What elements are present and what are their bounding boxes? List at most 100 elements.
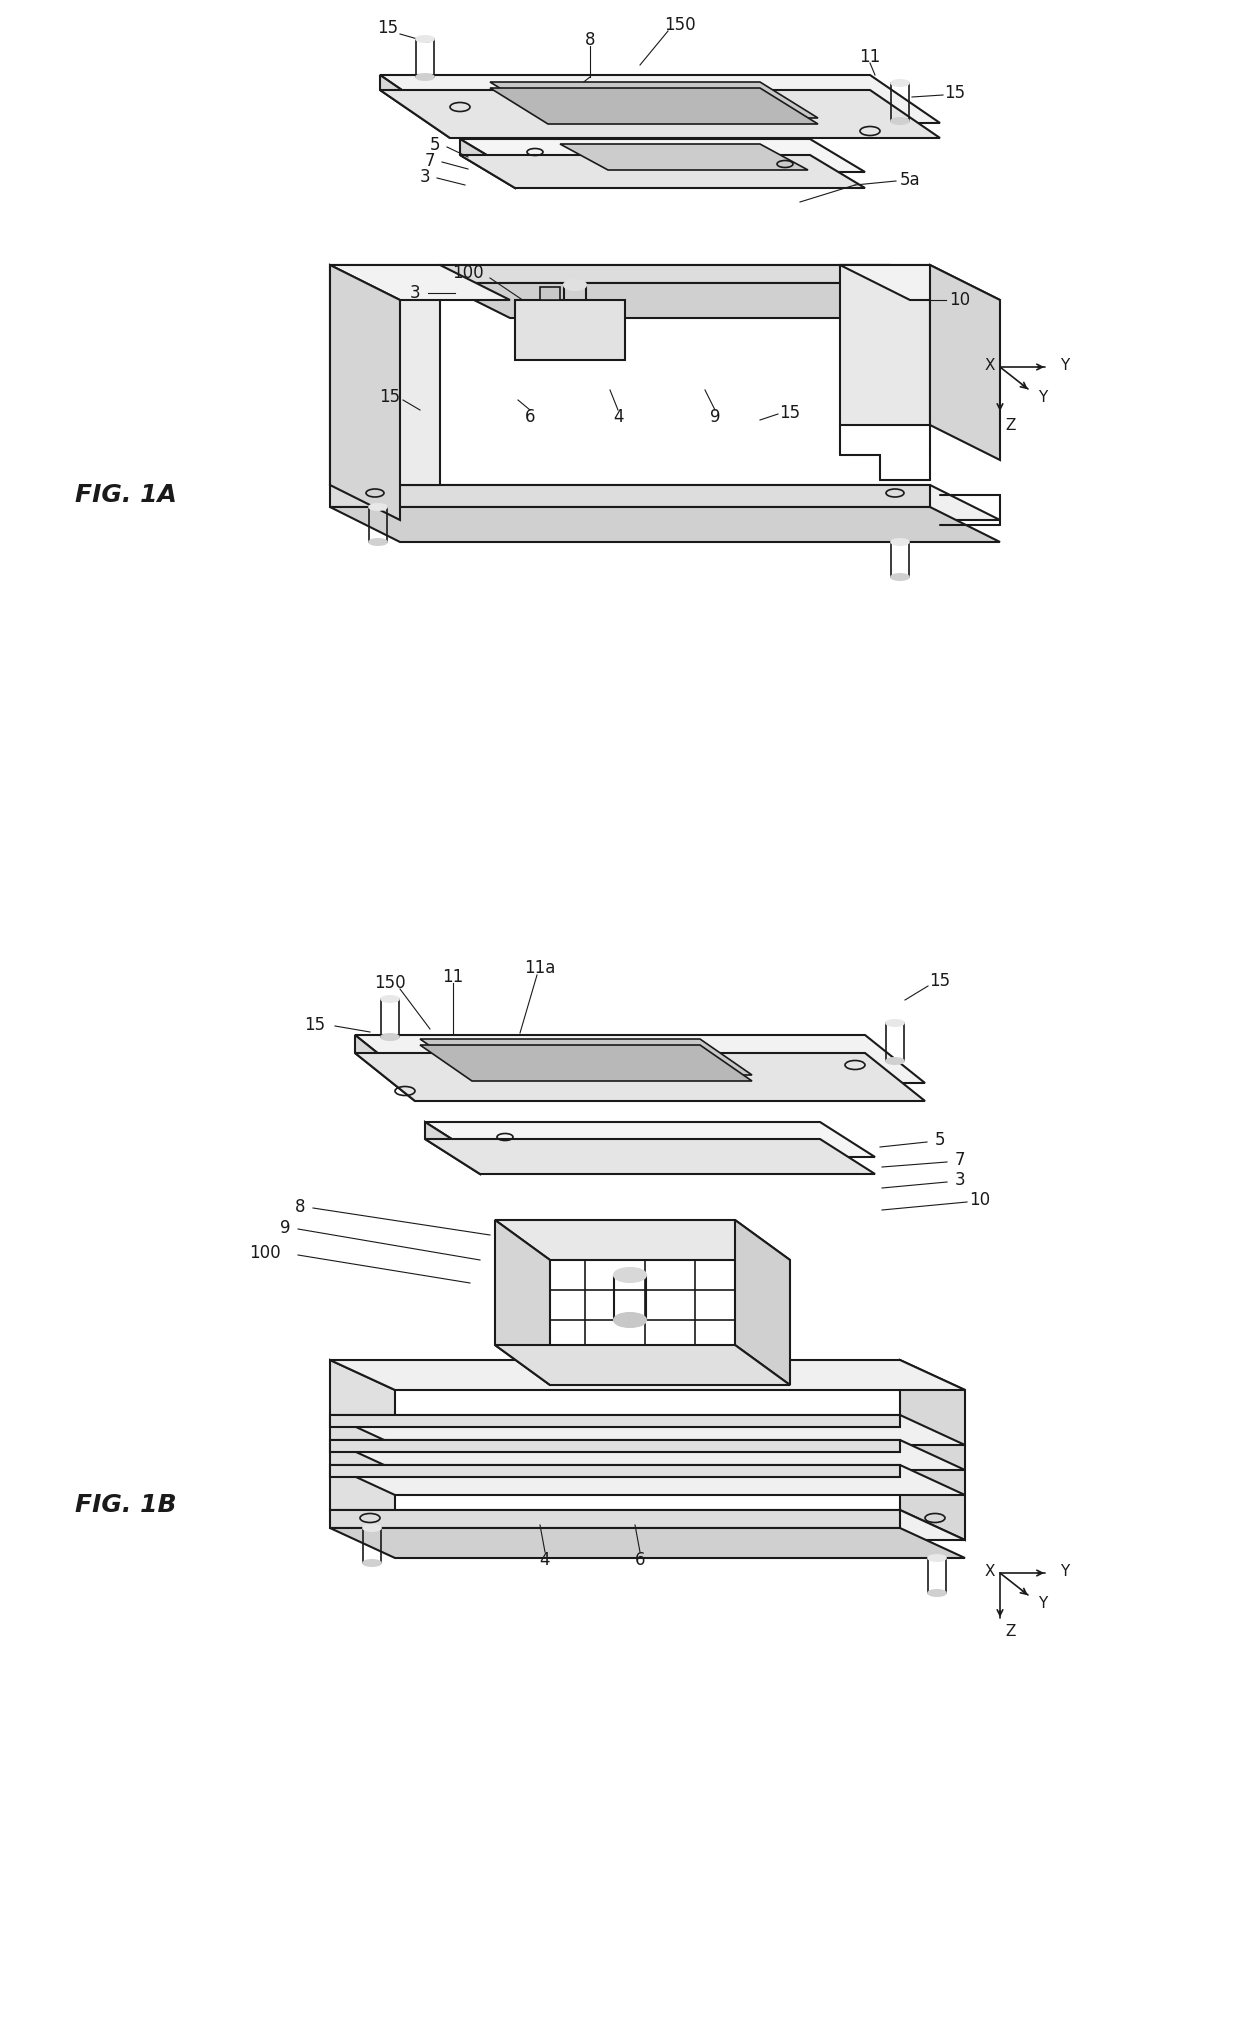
Polygon shape: [330, 265, 401, 521]
Ellipse shape: [892, 79, 909, 85]
Text: Y: Y: [1060, 358, 1069, 372]
Text: 15: 15: [930, 973, 951, 989]
Text: X: X: [985, 358, 994, 372]
Ellipse shape: [887, 1020, 904, 1026]
Text: 15: 15: [780, 405, 801, 421]
Text: Z: Z: [1004, 417, 1016, 433]
Text: 7: 7: [955, 1152, 965, 1168]
Text: 100: 100: [249, 1243, 280, 1262]
Polygon shape: [330, 1510, 965, 1540]
Polygon shape: [330, 1359, 965, 1390]
Polygon shape: [460, 155, 866, 187]
Ellipse shape: [892, 118, 909, 124]
Polygon shape: [330, 1510, 900, 1528]
Polygon shape: [330, 1465, 965, 1496]
Polygon shape: [490, 88, 818, 124]
Polygon shape: [379, 75, 940, 122]
Text: 150: 150: [665, 16, 696, 35]
Polygon shape: [490, 81, 818, 118]
Ellipse shape: [370, 505, 387, 511]
Polygon shape: [330, 1414, 900, 1427]
Ellipse shape: [363, 1561, 381, 1567]
Polygon shape: [495, 1345, 790, 1386]
Polygon shape: [330, 484, 999, 521]
Text: 11: 11: [443, 969, 464, 987]
Polygon shape: [425, 1121, 480, 1174]
Text: 15: 15: [945, 83, 966, 102]
Ellipse shape: [928, 1589, 946, 1595]
Polygon shape: [495, 1221, 790, 1260]
Text: 10: 10: [970, 1190, 991, 1209]
Ellipse shape: [892, 574, 909, 580]
Polygon shape: [515, 299, 625, 360]
Text: 3: 3: [409, 285, 420, 301]
Text: 8: 8: [585, 31, 595, 49]
Polygon shape: [440, 265, 960, 299]
Polygon shape: [330, 1441, 900, 1453]
Polygon shape: [330, 1414, 965, 1445]
Ellipse shape: [614, 1313, 646, 1327]
Text: 9: 9: [280, 1219, 290, 1237]
Polygon shape: [330, 484, 930, 507]
Text: 15: 15: [379, 389, 401, 407]
Polygon shape: [330, 507, 999, 541]
Text: 5: 5: [430, 136, 440, 155]
Ellipse shape: [415, 37, 434, 43]
Polygon shape: [420, 1040, 751, 1074]
Polygon shape: [330, 1441, 965, 1469]
Text: Z: Z: [1004, 1624, 1016, 1638]
Ellipse shape: [381, 1034, 399, 1040]
Text: 3: 3: [955, 1170, 965, 1188]
Ellipse shape: [892, 539, 909, 545]
Text: 5a: 5a: [900, 171, 920, 189]
Polygon shape: [539, 287, 560, 299]
Ellipse shape: [564, 281, 587, 291]
Text: 100: 100: [453, 265, 484, 283]
Text: 15: 15: [305, 1015, 326, 1034]
Ellipse shape: [415, 73, 434, 79]
Text: 9: 9: [709, 407, 720, 425]
Text: Y: Y: [1038, 1595, 1048, 1610]
Polygon shape: [330, 265, 440, 484]
Text: 4: 4: [539, 1551, 551, 1569]
Polygon shape: [330, 265, 510, 299]
Text: 10: 10: [950, 291, 971, 309]
Text: FIG. 1B: FIG. 1B: [74, 1494, 176, 1516]
Polygon shape: [355, 1052, 925, 1101]
Text: 11a: 11a: [525, 958, 556, 977]
Polygon shape: [425, 1140, 875, 1174]
Text: 6: 6: [635, 1551, 645, 1569]
Text: 8: 8: [295, 1199, 305, 1217]
Polygon shape: [839, 265, 999, 299]
Ellipse shape: [363, 1524, 381, 1530]
Polygon shape: [900, 1359, 965, 1540]
Polygon shape: [495, 1221, 551, 1386]
Polygon shape: [425, 1121, 875, 1158]
Polygon shape: [330, 1528, 965, 1559]
Polygon shape: [440, 283, 960, 317]
Polygon shape: [560, 144, 808, 171]
Polygon shape: [839, 265, 930, 425]
Polygon shape: [460, 138, 866, 173]
Polygon shape: [379, 75, 450, 138]
Polygon shape: [330, 1359, 396, 1540]
Polygon shape: [420, 1046, 751, 1081]
Polygon shape: [355, 1036, 925, 1083]
Text: 5: 5: [935, 1131, 945, 1150]
Polygon shape: [355, 1036, 415, 1101]
Polygon shape: [735, 1221, 790, 1386]
Ellipse shape: [614, 1268, 646, 1282]
Text: 15: 15: [377, 18, 398, 37]
Ellipse shape: [887, 1058, 904, 1064]
Text: Y: Y: [1038, 389, 1048, 405]
Polygon shape: [440, 265, 890, 283]
Ellipse shape: [928, 1555, 946, 1561]
Text: 150: 150: [374, 975, 405, 991]
Text: 4: 4: [613, 407, 624, 425]
Ellipse shape: [370, 539, 387, 545]
Text: 7: 7: [425, 153, 435, 171]
Polygon shape: [330, 1465, 900, 1477]
Polygon shape: [930, 265, 999, 460]
Text: X: X: [985, 1563, 994, 1579]
Text: FIG. 1A: FIG. 1A: [74, 482, 177, 507]
